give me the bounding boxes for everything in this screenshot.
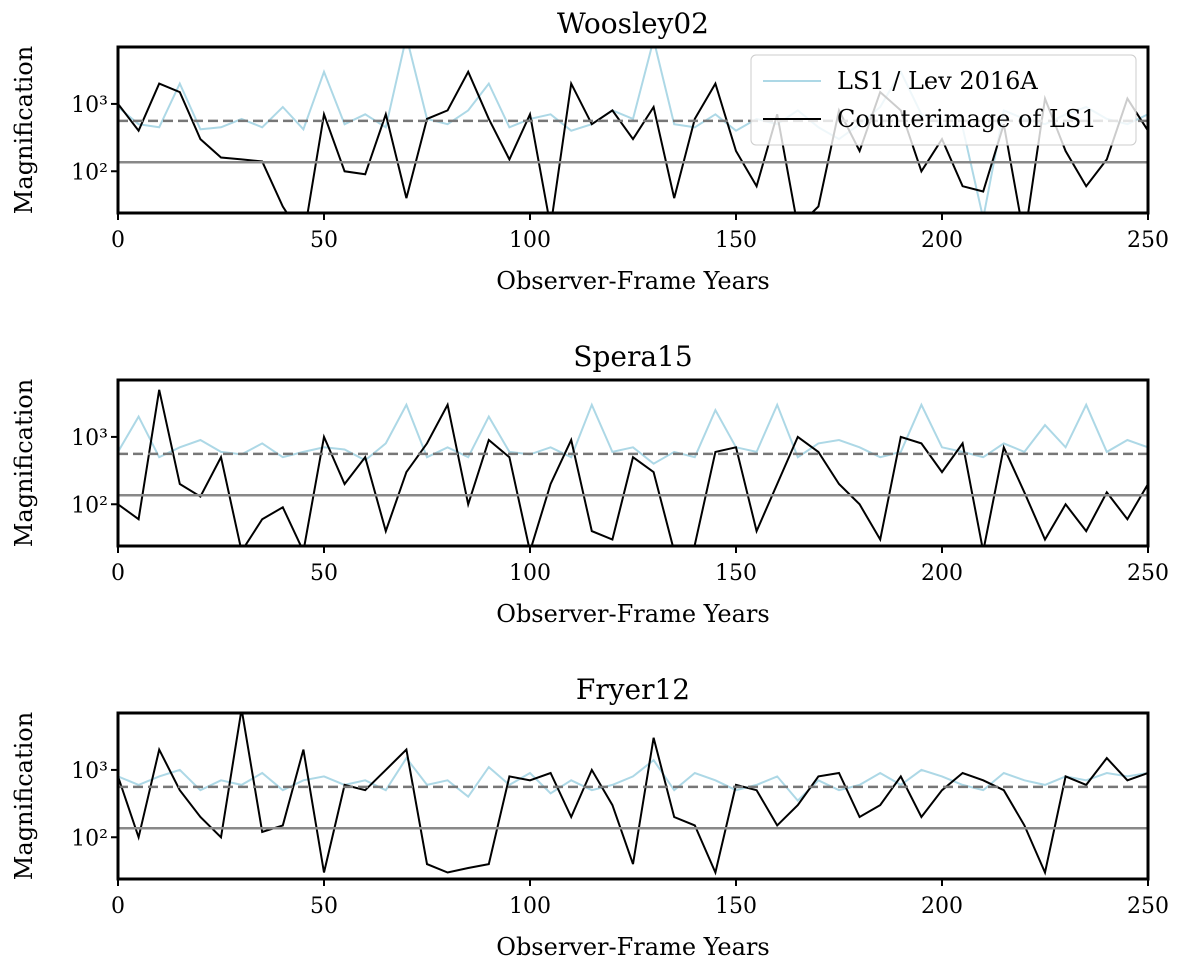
plot-area	[118, 713, 1148, 876]
x-tick-label: 250	[1127, 561, 1169, 586]
series-line	[118, 756, 1148, 803]
chart-title: Spera15	[573, 340, 692, 373]
y-tick-label: 10³	[71, 759, 108, 784]
series-line	[118, 713, 1148, 876]
x-tick-label: 50	[310, 894, 338, 919]
x-axis-label: Observer-Frame Years	[496, 933, 769, 961]
x-tick-label: 150	[715, 894, 757, 919]
x-tick-label: 50	[310, 561, 338, 586]
y-axis-label: Magnification	[10, 712, 38, 880]
x-tick-label: 100	[509, 894, 551, 919]
x-tick-label: 100	[509, 228, 551, 253]
x-tick-label: 250	[1127, 228, 1169, 253]
plot-area	[118, 47, 1148, 213]
legend-box	[750, 54, 1137, 146]
series-line	[118, 389, 1148, 546]
y-tick-label: 10³	[71, 93, 108, 118]
x-tick-label: 200	[921, 228, 963, 253]
chart-title: Woosley02	[557, 7, 709, 40]
plot-frame	[116, 378, 1150, 548]
y-axis-label: Magnification	[10, 46, 38, 214]
chart-title: Fryer12	[576, 673, 690, 706]
x-tick-label: 0	[111, 228, 125, 253]
x-tick-label: 200	[921, 894, 963, 919]
series-line	[118, 402, 1148, 465]
y-tick-label: 10³	[71, 426, 108, 451]
x-tick-label: 250	[1127, 894, 1169, 919]
x-tick-label: 50	[310, 228, 338, 253]
series-line	[118, 47, 1148, 213]
x-tick-label: 200	[921, 561, 963, 586]
plot-area	[118, 389, 1148, 546]
x-axis-label: Observer-Frame Years	[496, 267, 769, 295]
plot-frame	[116, 45, 1150, 215]
x-axis-label: Observer-Frame Years	[496, 600, 769, 628]
x-tick-label: 0	[111, 894, 125, 919]
x-tick-label: 150	[715, 561, 757, 586]
legend-label: LS1 / Lev 2016A	[837, 67, 1038, 95]
legend-label: Counterimage of LS1	[837, 105, 1097, 133]
series-line	[118, 69, 1148, 213]
x-tick-label: 0	[111, 561, 125, 586]
plot-frame	[116, 711, 1150, 881]
y-tick-label: 10²	[71, 160, 108, 185]
y-tick-label: 10²	[71, 493, 108, 518]
y-axis-label: Magnification	[10, 379, 38, 547]
x-tick-label: 150	[715, 228, 757, 253]
y-tick-label: 10²	[71, 826, 108, 851]
x-tick-label: 100	[509, 561, 551, 586]
